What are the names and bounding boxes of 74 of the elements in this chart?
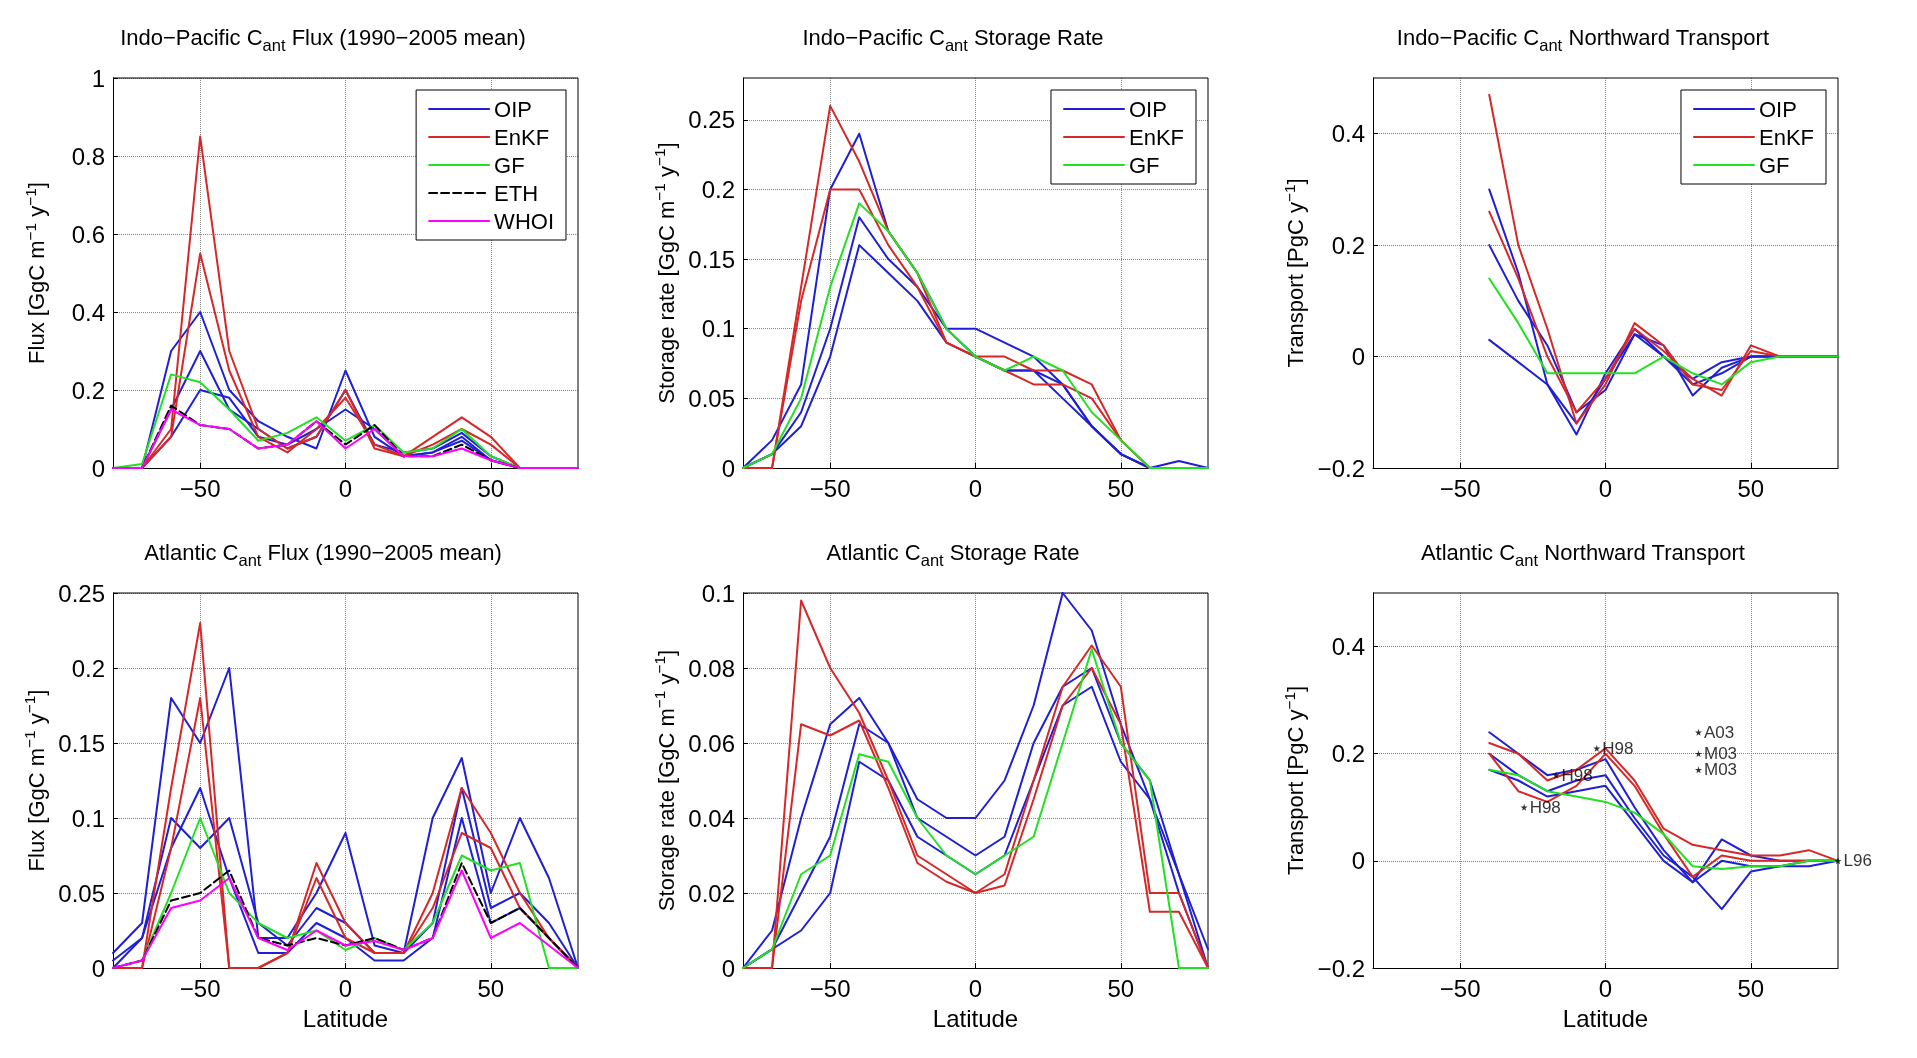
y-tick-label: 0 xyxy=(721,454,735,482)
legend-label: EnKF xyxy=(1128,124,1185,150)
legend-label: EnKF xyxy=(494,124,550,150)
y-tick-label: 0.15 xyxy=(58,729,105,757)
y-tick-label: 0 xyxy=(1351,343,1365,371)
y-tick-label: 0.8 xyxy=(71,142,105,170)
data-label: H98 xyxy=(1529,797,1561,817)
y-tick-label: 0.4 xyxy=(1331,120,1365,148)
legend-label: OIP xyxy=(1128,96,1167,122)
data-label: L96 xyxy=(1843,851,1872,871)
y-tick-label: 0.1 xyxy=(701,579,735,607)
x-tick-label: 50 xyxy=(1737,474,1765,502)
data-label: A03 xyxy=(1704,722,1735,742)
x-axis-title: Latitude xyxy=(302,1004,389,1032)
x-tick-label: 50 xyxy=(477,974,505,1002)
y-tick-label: 0.04 xyxy=(688,804,735,832)
y-tick-label: 0.2 xyxy=(71,376,105,404)
y-tick-label: 0.1 xyxy=(701,315,735,343)
x-tick-label: 0 xyxy=(1598,474,1613,502)
y-axis-title: Flux [GgC m−1 y−1] xyxy=(21,689,49,872)
y-tick-label: 0.05 xyxy=(688,384,735,412)
x-tick-label: 0 xyxy=(968,974,983,1002)
legend-label: GF xyxy=(1128,152,1160,178)
y-tick-label: −0.2 xyxy=(1317,454,1365,482)
legend-label: ETH xyxy=(494,180,539,206)
x-tick-label: 0 xyxy=(338,474,353,502)
x-tick-label: 50 xyxy=(1107,474,1135,502)
data-label: H98 xyxy=(1602,738,1634,758)
x-tick-label: 50 xyxy=(477,474,505,502)
y-tick-label: 0 xyxy=(91,954,105,982)
legend-label: WHOI xyxy=(494,208,555,234)
legend-label: GF xyxy=(494,152,525,178)
y-tick-label: −0.2 xyxy=(1317,954,1365,982)
x-tick-label: 0 xyxy=(1598,974,1613,1002)
y-tick-label: 0.08 xyxy=(688,654,735,682)
y-tick-label: 0.6 xyxy=(71,220,105,248)
x-axis-title: Latitude xyxy=(1562,1004,1649,1032)
y-tick-label: 0.02 xyxy=(688,879,735,907)
y-tick-label: 0.2 xyxy=(1331,740,1365,768)
x-axis-title: Latitude xyxy=(932,1004,1019,1032)
legend-label: GF xyxy=(1758,152,1790,178)
y-tick-label: 0.4 xyxy=(71,298,105,326)
y-tick-label: 0 xyxy=(91,454,105,482)
x-tick-label: −50 xyxy=(1439,474,1481,502)
y-tick-label: 0.2 xyxy=(701,175,735,203)
y-tick-label: 0.1 xyxy=(71,804,105,832)
y-tick-label: 0 xyxy=(721,954,735,982)
y-tick-label: 0.2 xyxy=(1331,231,1365,259)
y-axis-title: Storage rate [GgC m−1 y−1] xyxy=(651,142,679,404)
y-tick-label: 0.05 xyxy=(58,879,105,907)
x-tick-label: −50 xyxy=(809,474,851,502)
y-tick-label: 0.06 xyxy=(688,729,735,757)
y-tick-label: 0 xyxy=(1351,847,1365,875)
y-axis-title: Flux [GgC m−1 y−1] xyxy=(21,182,50,364)
y-axis-title: Transport [PgC y−1] xyxy=(1280,685,1309,876)
x-tick-label: 50 xyxy=(1107,974,1135,1002)
x-tick-label: −50 xyxy=(179,974,221,1002)
x-tick-label: 0 xyxy=(338,974,353,1002)
legend-label: OIP xyxy=(494,96,533,122)
x-tick-label: 50 xyxy=(1737,974,1765,1002)
x-tick-label: −50 xyxy=(809,974,851,1002)
y-tick-label: 0.4 xyxy=(1331,633,1365,661)
legend-label: OIP xyxy=(1758,96,1797,122)
x-tick-label: −50 xyxy=(179,474,221,502)
y-tick-label: 0.25 xyxy=(688,106,735,134)
y-tick-label: 0.25 xyxy=(58,579,105,607)
y-tick-label: 0.2 xyxy=(71,654,105,682)
y-axis-title: Storage rate [GgC m−1 y−1] xyxy=(651,649,679,912)
legend-label: EnKF xyxy=(1758,124,1815,150)
y-tick-label: 1 xyxy=(91,64,105,92)
y-axis-title: Transport [PgC y−1] xyxy=(1280,178,1309,368)
y-tick-label: 0.15 xyxy=(688,245,735,273)
x-tick-label: 0 xyxy=(968,474,983,502)
x-tick-label: −50 xyxy=(1439,974,1481,1002)
